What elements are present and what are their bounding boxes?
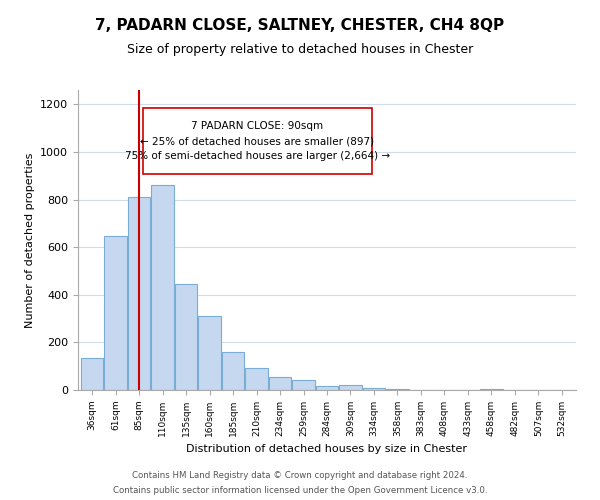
Bar bbox=[128, 197, 150, 390]
Text: Size of property relative to detached houses in Chester: Size of property relative to detached ho… bbox=[127, 42, 473, 56]
Bar bbox=[340, 385, 362, 390]
Bar bbox=[316, 386, 338, 390]
Bar bbox=[269, 377, 291, 390]
Text: Contains public sector information licensed under the Open Government Licence v3: Contains public sector information licen… bbox=[113, 486, 487, 495]
Bar bbox=[104, 236, 127, 390]
Bar bbox=[245, 368, 268, 390]
Bar bbox=[292, 380, 314, 390]
Bar bbox=[81, 358, 103, 390]
Bar bbox=[363, 388, 385, 390]
FancyBboxPatch shape bbox=[143, 108, 372, 174]
Bar bbox=[175, 284, 197, 390]
Bar bbox=[199, 316, 221, 390]
Text: 7 PADARN CLOSE: 90sqm
← 25% of detached houses are smaller (897)
75% of semi-det: 7 PADARN CLOSE: 90sqm ← 25% of detached … bbox=[125, 121, 390, 161]
Bar bbox=[151, 185, 174, 390]
Bar bbox=[222, 352, 244, 390]
Text: 7, PADARN CLOSE, SALTNEY, CHESTER, CH4 8QP: 7, PADARN CLOSE, SALTNEY, CHESTER, CH4 8… bbox=[95, 18, 505, 32]
Text: Contains HM Land Registry data © Crown copyright and database right 2024.: Contains HM Land Registry data © Crown c… bbox=[132, 471, 468, 480]
Bar bbox=[386, 389, 409, 390]
Y-axis label: Number of detached properties: Number of detached properties bbox=[25, 152, 35, 328]
X-axis label: Distribution of detached houses by size in Chester: Distribution of detached houses by size … bbox=[187, 444, 467, 454]
